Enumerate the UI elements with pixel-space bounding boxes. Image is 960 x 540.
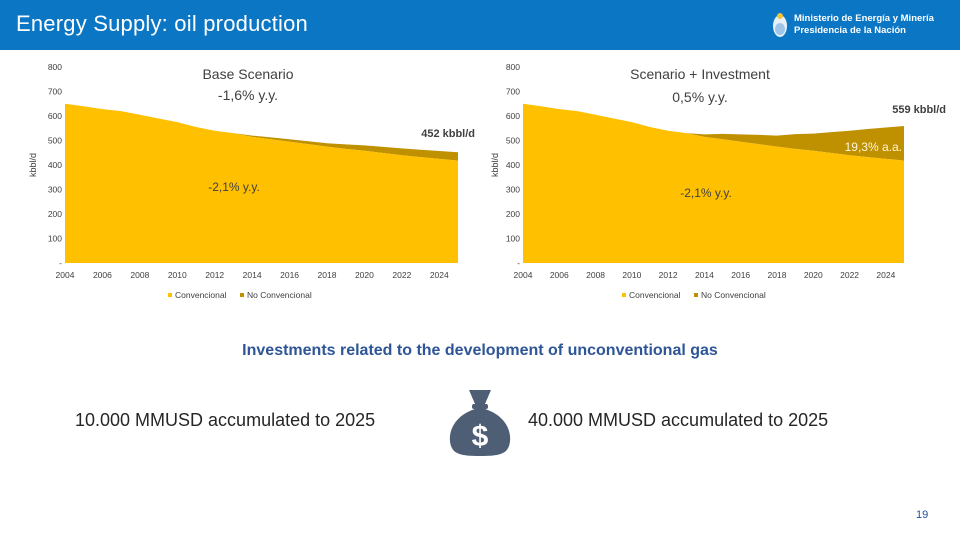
investment-left-text: 10.000 MMUSD accumulated to 2025 (75, 410, 376, 430)
x-tick-label: 2012 (205, 270, 224, 280)
money-bag-icon: $ (449, 390, 511, 456)
x-tick-label: 2012 (659, 270, 678, 280)
area-no-convencional (65, 103, 458, 161)
page-title: Energy Supply: oil production (16, 11, 308, 36)
x-tick-label: 2004 (514, 270, 533, 280)
legend-swatch-no-convencional (240, 293, 244, 297)
area-convencional (65, 103, 458, 263)
x-tick-label: 2006 (93, 270, 112, 280)
legend-swatch-no-convencional (694, 293, 698, 297)
area-convencional (523, 103, 904, 263)
x-tick-label: 2022 (840, 270, 859, 280)
y-tick-label: - (59, 258, 62, 268)
x-tick-label: 2024 (430, 270, 449, 280)
legend-label: No Convencional (701, 290, 766, 300)
coat-of-arms-icon (773, 13, 787, 37)
y-tick-label: 100 (506, 234, 520, 244)
chart-growth-label: 0,5% y.y. (672, 89, 728, 105)
x-tick-label: 2006 (550, 270, 569, 280)
ministry-name: Ministerio de Energía y Minería (794, 13, 934, 24)
x-tick-label: 2010 (168, 270, 187, 280)
page-number: 19 (916, 509, 929, 521)
y-tick-label: 800 (506, 62, 520, 72)
y-tick-label: 700 (506, 87, 520, 97)
investment-right-text: 40.000 MMUSD accumulated to 2025 (528, 410, 829, 430)
annotation: 19,3% a.a. (845, 140, 902, 154)
chart-growth-label: -1,6% y.y. (218, 87, 278, 103)
x-tick-label: 2014 (695, 270, 714, 280)
y-tick-label: 200 (48, 209, 62, 219)
x-tick-label: 2004 (56, 270, 75, 280)
legend-swatch-convencional (168, 293, 172, 297)
y-axis-label: kbbl/d (28, 153, 38, 177)
presidency-name: Presidencia de la Nación (794, 25, 906, 36)
y-tick-label: 600 (48, 111, 62, 121)
x-tick-label: 2010 (622, 270, 641, 280)
x-tick-label: 2020 (804, 270, 823, 280)
y-tick-label: 800 (48, 62, 62, 72)
annotation: 452 kbbl/d (421, 128, 475, 140)
x-tick-label: 2022 (392, 270, 411, 280)
ministry-logo: Ministerio de Energía y Minería Presiden… (772, 10, 934, 40)
investment-section-title: Investments related to the development o… (242, 342, 718, 359)
y-tick-label: 600 (506, 111, 520, 121)
y-tick-label: 400 (506, 160, 520, 170)
chart-title: Scenario + Investment (630, 66, 770, 82)
annotation: 559 kbbl/d (892, 104, 946, 116)
y-tick-label: 300 (506, 185, 520, 195)
annotation: -2,1% y.y. (208, 180, 260, 194)
x-tick-label: 2014 (243, 270, 262, 280)
y-axis-label: kbbl/d (490, 153, 500, 177)
annotation: -2,1% y.y. (680, 186, 732, 200)
y-tick-label: - (517, 258, 520, 268)
base-scenario-chart: - 100 200 300 400 500 600 700 800 kbbl/d 2004 2006 2… (28, 62, 475, 300)
dollar-sign: $ (472, 420, 489, 453)
legend-label: Convencional (629, 290, 681, 300)
x-tick-label: 2016 (731, 270, 750, 280)
y-tick-label: 400 (48, 160, 62, 170)
legend-swatch-convencional (622, 293, 626, 297)
x-tick-label: 2008 (130, 270, 149, 280)
y-tick-label: 200 (506, 209, 520, 219)
y-tick-label: 300 (48, 185, 62, 195)
x-tick-label: 2016 (280, 270, 299, 280)
x-tick-label: 2020 (355, 270, 374, 280)
x-tick-label: 2008 (586, 270, 605, 280)
y-tick-label: 500 (506, 136, 520, 146)
investment-scenario-chart: - 100 200 300 400 500 600 700 800 kbbl/d 2004 2006 2… (490, 62, 946, 300)
x-tick-label: 2018 (768, 270, 787, 280)
legend-label: No Convencional (247, 290, 312, 300)
y-tick-label: 500 (48, 136, 62, 146)
legend-label: Convencional (175, 290, 227, 300)
header-bar: Energy Supply: oil production Ministerio… (0, 0, 960, 50)
x-tick-label: 2018 (318, 270, 337, 280)
x-tick-label: 2024 (876, 270, 895, 280)
area-no-convencional (523, 103, 904, 161)
y-tick-label: 100 (48, 234, 62, 244)
y-tick-label: 700 (48, 87, 62, 97)
chart-title: Base Scenario (202, 66, 293, 82)
